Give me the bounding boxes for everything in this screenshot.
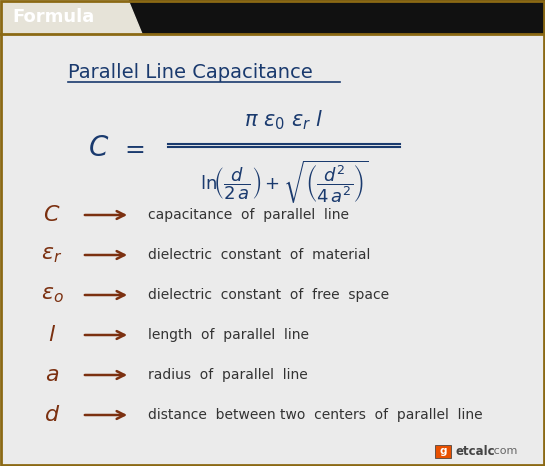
Text: distance  between two  centers  of  parallel  line: distance between two centers of parallel…	[148, 408, 483, 422]
Text: $\varepsilon_r$: $\varepsilon_r$	[41, 245, 63, 265]
Text: etcalc: etcalc	[455, 445, 495, 458]
Text: $\pi \ \varepsilon_0 \ \varepsilon_r \ l$: $\pi \ \varepsilon_0 \ \varepsilon_r \ l…	[244, 108, 324, 132]
Text: $d$: $d$	[44, 405, 60, 425]
Polygon shape	[0, 0, 142, 34]
Bar	[0, 0, 545, 34]
Text: Parallel Line Capacitance: Parallel Line Capacitance	[68, 62, 313, 82]
Text: $C$: $C$	[43, 205, 60, 225]
Text: $C$: $C$	[88, 134, 110, 162]
Text: length  of  parallel  line: length of parallel line	[148, 328, 309, 342]
Text: dielectric  constant  of  material: dielectric constant of material	[148, 248, 371, 262]
Text: radius  of  parallel  line: radius of parallel line	[148, 368, 308, 382]
Text: $=$: $=$	[120, 136, 145, 160]
Text: dielectric  constant  of  free  space: dielectric constant of free space	[148, 288, 389, 302]
Text: $l$: $l$	[48, 325, 56, 345]
FancyBboxPatch shape	[435, 445, 451, 458]
Text: capacitance  of  parallel  line: capacitance of parallel line	[148, 208, 349, 222]
Text: $\mathrm{ln}\!\left(\dfrac{d}{2\,a}\right)+\sqrt{\left(\dfrac{d^2}{4\,a^2}\right: $\mathrm{ln}\!\left(\dfrac{d}{2\,a}\righ…	[199, 158, 368, 206]
Text: g: g	[439, 446, 447, 457]
Text: Formula: Formula	[12, 8, 94, 26]
Text: .com: .com	[491, 446, 518, 457]
Text: $a$: $a$	[45, 365, 59, 385]
Text: $\varepsilon_o$: $\varepsilon_o$	[41, 285, 63, 305]
